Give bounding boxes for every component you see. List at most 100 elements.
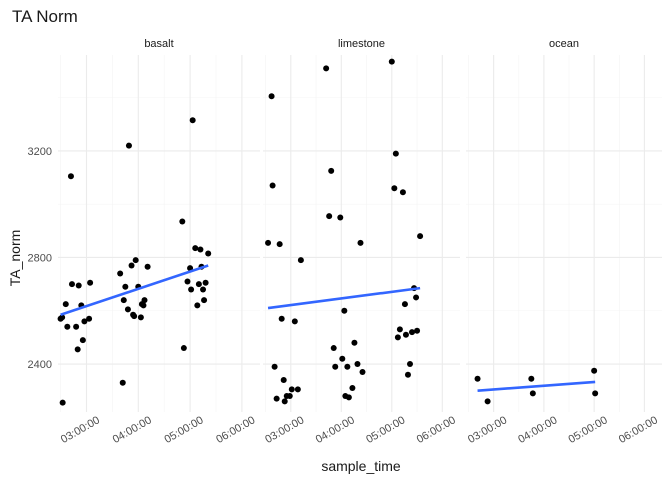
data-point: [140, 302, 147, 309]
y-tick-label: 3200: [28, 146, 52, 158]
data-point: [194, 302, 201, 309]
data-point: [273, 395, 280, 402]
data-point: [354, 361, 361, 368]
data-point: [87, 279, 94, 286]
data-point: [67, 173, 74, 180]
trend-line-ocean: [477, 380, 596, 392]
data-point: [195, 281, 202, 288]
grid-layer: [58, 55, 662, 412]
y-axis: 2400 2800 3200: [28, 146, 52, 371]
data-point: [188, 286, 195, 293]
data-point: [202, 279, 209, 286]
data-point: [592, 390, 599, 397]
data-point: [75, 282, 82, 289]
data-point: [388, 58, 395, 65]
data-point: [402, 331, 409, 338]
data-point: [591, 367, 598, 374]
data-point: [394, 334, 401, 341]
data-point: [417, 233, 424, 240]
facet-label-basalt: basalt: [144, 38, 173, 50]
trend-line-basalt: [60, 264, 209, 316]
y-axis-title: TA_norm: [7, 230, 23, 287]
data-point: [281, 398, 288, 405]
data-point: [117, 270, 124, 277]
data-point: [409, 329, 416, 336]
data-point: [132, 257, 139, 264]
data-point: [406, 361, 413, 368]
data-point: [280, 377, 287, 384]
data-point: [189, 117, 196, 124]
facet-panel-basalt: basalt 03:00:00 04:00:00 05:00:00 06:00:00: [57, 38, 257, 446]
data-point: [414, 327, 421, 334]
data-point: [278, 315, 285, 322]
data-point: [86, 315, 93, 322]
x-tick-label: 06:00:00: [214, 414, 257, 446]
x-tick-label: 03:00:00: [59, 414, 102, 446]
x-tick-label: 05:00:00: [364, 414, 407, 446]
data-point: [265, 239, 272, 246]
data-point: [396, 326, 403, 333]
data-point: [399, 189, 406, 196]
data-point: [200, 286, 207, 293]
data-point: [404, 371, 411, 378]
data-point: [413, 294, 420, 301]
facet-panel-ocean: ocean 03:00:00 04:00:00 05:00:00 06:00:00: [466, 38, 660, 446]
x-tick-label: 06:00:00: [415, 414, 458, 446]
data-point: [341, 307, 348, 314]
data-point: [180, 345, 187, 352]
facet-label-ocean: ocean: [549, 38, 579, 50]
data-point: [131, 313, 138, 320]
data-point: [124, 306, 131, 313]
data-point: [528, 375, 535, 382]
facet-panel-limestone: limestone 03:00:00 04:00:00 05:00:00 06:00:0…: [263, 38, 458, 446]
data-point: [141, 297, 148, 304]
data-point: [119, 379, 126, 386]
data-point: [74, 346, 81, 353]
data-point: [179, 218, 186, 225]
x-tick-label: 06:00:00: [617, 414, 660, 446]
data-point: [344, 363, 351, 370]
data-point: [323, 65, 330, 72]
data-point: [349, 385, 356, 392]
data-point: [330, 345, 337, 352]
data-point: [286, 393, 293, 400]
data-point: [64, 323, 71, 330]
y-tick-label: 2400: [28, 359, 52, 371]
data-point: [359, 369, 366, 376]
data-point: [73, 323, 80, 330]
data-point: [332, 363, 339, 370]
data-point: [484, 398, 491, 405]
data-point: [276, 241, 283, 248]
data-point: [205, 250, 212, 257]
data-point: [271, 363, 278, 370]
data-point: [529, 390, 536, 397]
data-point: [401, 301, 408, 308]
x-tick-label: 03:00:00: [466, 414, 509, 446]
x-tick-label: 05:00:00: [162, 414, 205, 446]
data-point: [137, 314, 144, 321]
data-point: [326, 213, 333, 220]
data-point: [474, 375, 481, 382]
data-point: [184, 278, 191, 285]
data-point: [187, 265, 194, 272]
data-point: [337, 214, 344, 221]
x-tick-label: 04:00:00: [314, 414, 357, 446]
data-point: [81, 318, 88, 325]
data-point: [120, 297, 127, 304]
data-point: [339, 355, 346, 362]
data-point: [59, 399, 66, 406]
chart-title: TA Norm: [12, 7, 78, 26]
data-point: [68, 281, 75, 288]
data-point: [357, 239, 364, 246]
data-point: [62, 301, 69, 308]
data-point: [391, 185, 398, 192]
data-point: [59, 314, 66, 321]
data-point: [268, 93, 275, 100]
data-point: [125, 142, 132, 149]
x-tick-label: 04:00:00: [516, 414, 559, 446]
data-point: [288, 386, 295, 393]
data-point: [297, 257, 304, 264]
data-point: [328, 167, 335, 174]
data-point: [201, 297, 208, 304]
